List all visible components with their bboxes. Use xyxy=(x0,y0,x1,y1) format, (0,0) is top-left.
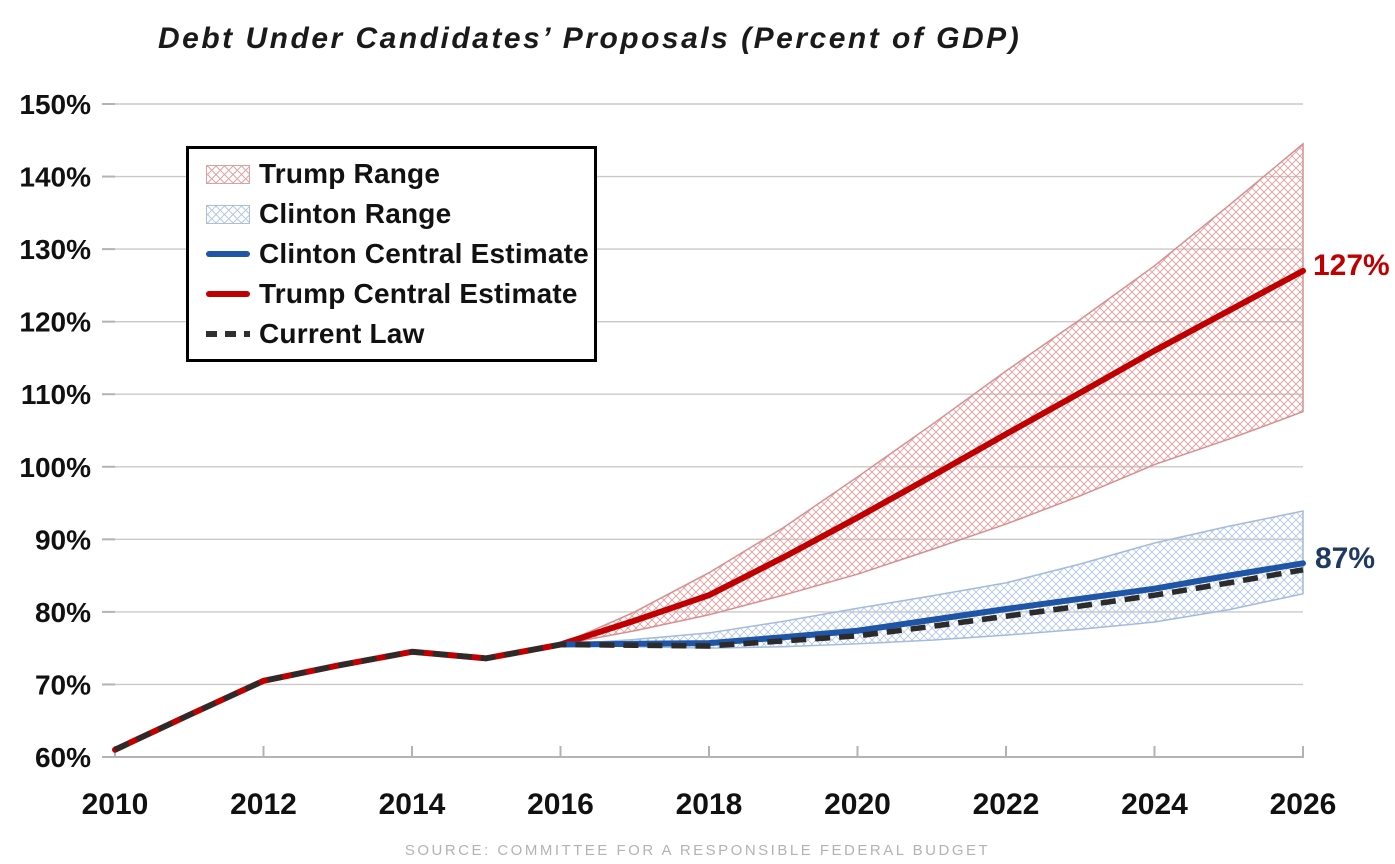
svg-text:150%: 150% xyxy=(19,89,91,120)
chart-title: Debt Under Candidates’ Proposals (Percen… xyxy=(158,22,1022,55)
chart-legend: Trump Range Clinton Range Clinton Centra… xyxy=(186,146,597,362)
svg-text:80%: 80% xyxy=(35,597,91,628)
svg-text:2022: 2022 xyxy=(973,788,1040,821)
legend-item-clinton-range: Clinton Range xyxy=(206,198,588,230)
legend-label: Trump Central Estimate xyxy=(259,278,578,309)
svg-text:2014: 2014 xyxy=(379,788,446,821)
legend-item-current-law: Current Law xyxy=(206,318,588,350)
svg-text:2016: 2016 xyxy=(527,788,594,821)
svg-text:130%: 130% xyxy=(19,234,91,265)
svg-text:2024: 2024 xyxy=(1121,788,1188,821)
legend-item-trump-central: Trump Central Estimate xyxy=(206,278,588,310)
svg-text:110%: 110% xyxy=(21,379,91,410)
svg-text:70%: 70% xyxy=(35,669,91,700)
svg-text:2012: 2012 xyxy=(230,788,297,821)
svg-text:140%: 140% xyxy=(19,162,91,193)
legend-label: Clinton Range xyxy=(259,198,452,229)
trump-line-swatch-icon xyxy=(206,291,250,297)
trump-endpoint-label: 127% xyxy=(1313,248,1390,282)
svg-text:2020: 2020 xyxy=(824,788,891,821)
svg-text:90%: 90% xyxy=(35,524,91,555)
legend-item-clinton-central: Clinton Central Estimate xyxy=(206,238,589,270)
clinton-line-swatch-icon xyxy=(206,251,250,257)
svg-text:60%: 60% xyxy=(35,742,91,773)
source-credit: SOURCE: COMMITTEE FOR A RESPONSIBLE FEDE… xyxy=(404,842,991,859)
svg-text:120%: 120% xyxy=(19,307,91,338)
svg-text:2018: 2018 xyxy=(676,788,743,821)
trump-range-swatch-icon xyxy=(206,164,250,184)
clinton-endpoint-label: 87% xyxy=(1315,542,1376,576)
legend-item-trump-range: Trump Range xyxy=(206,158,588,190)
current-law-dash-swatch-icon xyxy=(206,331,250,337)
clinton-range-swatch-icon xyxy=(206,204,250,224)
legend-label: Trump Range xyxy=(259,158,441,189)
legend-label: Current Law xyxy=(259,318,425,349)
svg-text:100%: 100% xyxy=(19,452,91,483)
legend-label: Clinton Central Estimate xyxy=(259,238,589,269)
svg-text:2010: 2010 xyxy=(82,788,149,821)
svg-text:2026: 2026 xyxy=(1270,788,1337,821)
